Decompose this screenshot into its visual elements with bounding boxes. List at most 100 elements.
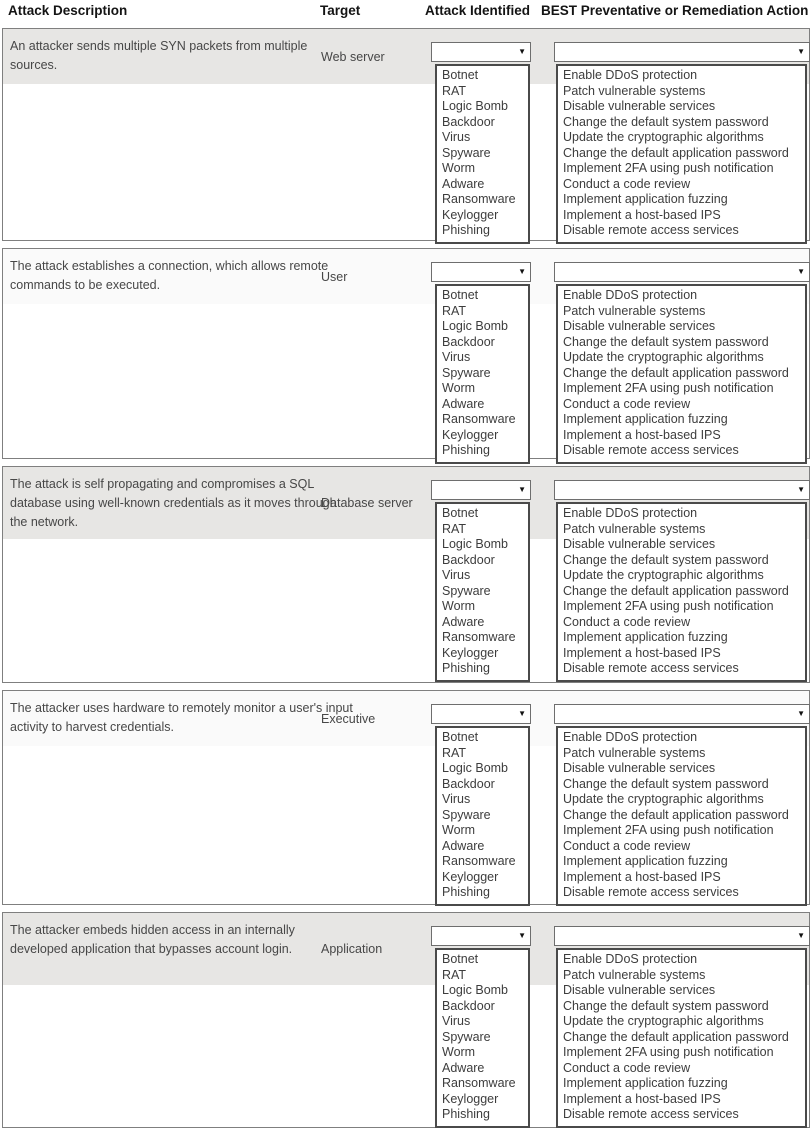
remediation-option[interactable]: Disable vulnerable services	[563, 537, 716, 551]
attack-option[interactable]: Keylogger	[442, 645, 499, 660]
attack-option[interactable]: Phishing	[442, 661, 490, 675]
attack-identified-select[interactable]: ▼	[431, 926, 531, 946]
remediation-options-listbox[interactable]: Enable DDoS protection Patch vulnerable s…	[556, 948, 807, 1128]
attack-options-listbox[interactable]: Botnet RAT Logic Bomb Backdoor Virus Spyware W…	[435, 284, 530, 464]
attack-option[interactable]: Worm	[442, 161, 476, 175]
remediation-select[interactable]: ▼	[554, 480, 810, 500]
remediation-options-listbox[interactable]: Enable DDoS protection Patch vulnerable s…	[556, 284, 807, 464]
remediation-option[interactable]: Change the default application password	[563, 145, 789, 160]
remediation-option[interactable]: Update the cryptographic algorithms	[563, 568, 764, 582]
attack-option[interactable]: Worm	[442, 381, 476, 395]
remediation-option[interactable]: Disable remote access services	[563, 223, 739, 237]
remediation-option[interactable]: Change the default system password	[563, 114, 769, 129]
remediation-options-listbox[interactable]: Enable DDoS protection Patch vulnerable s…	[556, 64, 807, 244]
attack-option[interactable]: Worm	[442, 599, 476, 613]
remediation-option[interactable]: Update the cryptographic algorithms	[563, 792, 764, 806]
attack-option[interactable]: Phishing	[442, 443, 490, 457]
remediation-select[interactable]: ▼	[554, 42, 810, 62]
remediation-option[interactable]: Implement 2FA using push notification	[563, 823, 774, 837]
attack-identified-select[interactable]: ▼	[431, 480, 531, 500]
remediation-option[interactable]: Change the default application password	[563, 365, 789, 380]
remediation-option[interactable]: Change the default system password	[563, 552, 769, 567]
remediation-option[interactable]: Enable DDoS protection	[563, 730, 698, 744]
attack-option[interactable]: Botnet	[442, 952, 479, 966]
remediation-option[interactable]: Disable remote access services	[563, 443, 739, 457]
remediation-option[interactable]: Conduct a code review	[563, 396, 691, 411]
attack-option[interactable]: Logic Bomb	[442, 761, 509, 775]
remediation-option[interactable]: Change the default system password	[563, 776, 769, 791]
remediation-select[interactable]: ▼	[554, 926, 810, 946]
attack-option[interactable]: Backdoor	[442, 776, 495, 791]
attack-option[interactable]: Botnet	[442, 68, 479, 82]
remediation-option[interactable]: Disable remote access services	[563, 885, 739, 899]
attack-options-listbox[interactable]: Botnet RAT Logic Bomb Backdoor Virus Spyware W…	[435, 64, 530, 244]
attack-option[interactable]: Botnet	[442, 288, 479, 302]
remediation-option[interactable]: Disable vulnerable services	[563, 99, 716, 113]
remediation-options-listbox[interactable]: Enable DDoS protection Patch vulnerable s…	[556, 502, 807, 682]
attack-option[interactable]: Adware	[442, 614, 485, 629]
attack-option[interactable]: Backdoor	[442, 114, 495, 129]
attack-option[interactable]: RAT	[442, 303, 467, 318]
remediation-option[interactable]: Implement 2FA using push notification	[563, 599, 774, 613]
attack-option[interactable]: Virus	[442, 568, 471, 582]
attack-option[interactable]: Backdoor	[442, 552, 495, 567]
remediation-option[interactable]: Enable DDoS protection	[563, 68, 698, 82]
remediation-option[interactable]: Conduct a code review	[563, 614, 691, 629]
attack-option[interactable]: Phishing	[442, 223, 490, 237]
remediation-option[interactable]: Implement 2FA using push notification	[563, 381, 774, 395]
attack-option[interactable]: Adware	[442, 176, 485, 191]
remediation-option[interactable]: Patch vulnerable systems	[563, 83, 706, 98]
attack-option[interactable]: Botnet	[442, 730, 479, 744]
remediation-option[interactable]: Change the default system password	[563, 998, 769, 1013]
remediation-option[interactable]: Implement 2FA using push notification	[563, 1045, 774, 1059]
remediation-option[interactable]: Disable vulnerable services	[563, 761, 716, 775]
attack-option[interactable]: RAT	[442, 967, 467, 982]
remediation-option[interactable]: Implement application fuzzing	[563, 192, 728, 206]
remediation-option[interactable]: Implement application fuzzing	[563, 412, 728, 426]
attack-option[interactable]: Keylogger	[442, 1091, 499, 1106]
attack-option[interactable]: Spyware	[442, 1029, 491, 1044]
attack-options-listbox[interactable]: Botnet RAT Logic Bomb Backdoor Virus Spyware W…	[435, 726, 530, 906]
attack-identified-select[interactable]: ▼	[431, 704, 531, 724]
remediation-option[interactable]: Enable DDoS protection	[563, 288, 698, 302]
remediation-options-listbox[interactable]: Enable DDoS protection Patch vulnerable s…	[556, 726, 807, 906]
remediation-option[interactable]: Patch vulnerable systems	[563, 303, 706, 318]
remediation-option[interactable]: Enable DDoS protection	[563, 952, 698, 966]
attack-option[interactable]: Logic Bomb	[442, 319, 509, 333]
remediation-option[interactable]: Implement application fuzzing	[563, 630, 728, 644]
attack-option[interactable]: Ransomware	[442, 412, 516, 426]
remediation-option[interactable]: Update the cryptographic algorithms	[563, 130, 764, 144]
attack-option[interactable]: Adware	[442, 838, 485, 853]
remediation-select[interactable]: ▼	[554, 262, 810, 282]
remediation-option[interactable]: Change the default application password	[563, 1029, 789, 1044]
attack-option[interactable]: Keylogger	[442, 427, 499, 442]
remediation-option[interactable]: Implement a host-based IPS	[563, 645, 721, 660]
attack-option[interactable]: Ransomware	[442, 1076, 516, 1090]
attack-option[interactable]: Ransomware	[442, 854, 516, 868]
attack-identified-select[interactable]: ▼	[431, 262, 531, 282]
remediation-option[interactable]: Disable remote access services	[563, 661, 739, 675]
remediation-option[interactable]: Conduct a code review	[563, 1060, 691, 1075]
attack-option[interactable]: RAT	[442, 83, 467, 98]
attack-option[interactable]: RAT	[442, 521, 467, 536]
attack-option[interactable]: Adware	[442, 1060, 485, 1075]
remediation-option[interactable]: Implement application fuzzing	[563, 1076, 728, 1090]
attack-option[interactable]: Ransomware	[442, 630, 516, 644]
attack-options-listbox[interactable]: Botnet RAT Logic Bomb Backdoor Virus Spyware W…	[435, 948, 530, 1128]
attack-option[interactable]: RAT	[442, 745, 467, 760]
remediation-option[interactable]: Change the default system password	[563, 334, 769, 349]
remediation-option[interactable]: Change the default application password	[563, 583, 789, 598]
attack-option[interactable]: Botnet	[442, 506, 479, 520]
remediation-select[interactable]: ▼	[554, 704, 810, 724]
attack-option[interactable]: Spyware	[442, 807, 491, 822]
attack-option[interactable]: Virus	[442, 792, 471, 806]
attack-option[interactable]: Virus	[442, 350, 471, 364]
remediation-option[interactable]: Implement a host-based IPS	[563, 869, 721, 884]
attack-option[interactable]: Phishing	[442, 1107, 490, 1121]
attack-option[interactable]: Spyware	[442, 583, 491, 598]
attack-identified-select[interactable]: ▼	[431, 42, 531, 62]
attack-option[interactable]: Worm	[442, 1045, 476, 1059]
remediation-option[interactable]: Disable vulnerable services	[563, 319, 716, 333]
attack-option[interactable]: Virus	[442, 130, 471, 144]
remediation-option[interactable]: Conduct a code review	[563, 838, 691, 853]
